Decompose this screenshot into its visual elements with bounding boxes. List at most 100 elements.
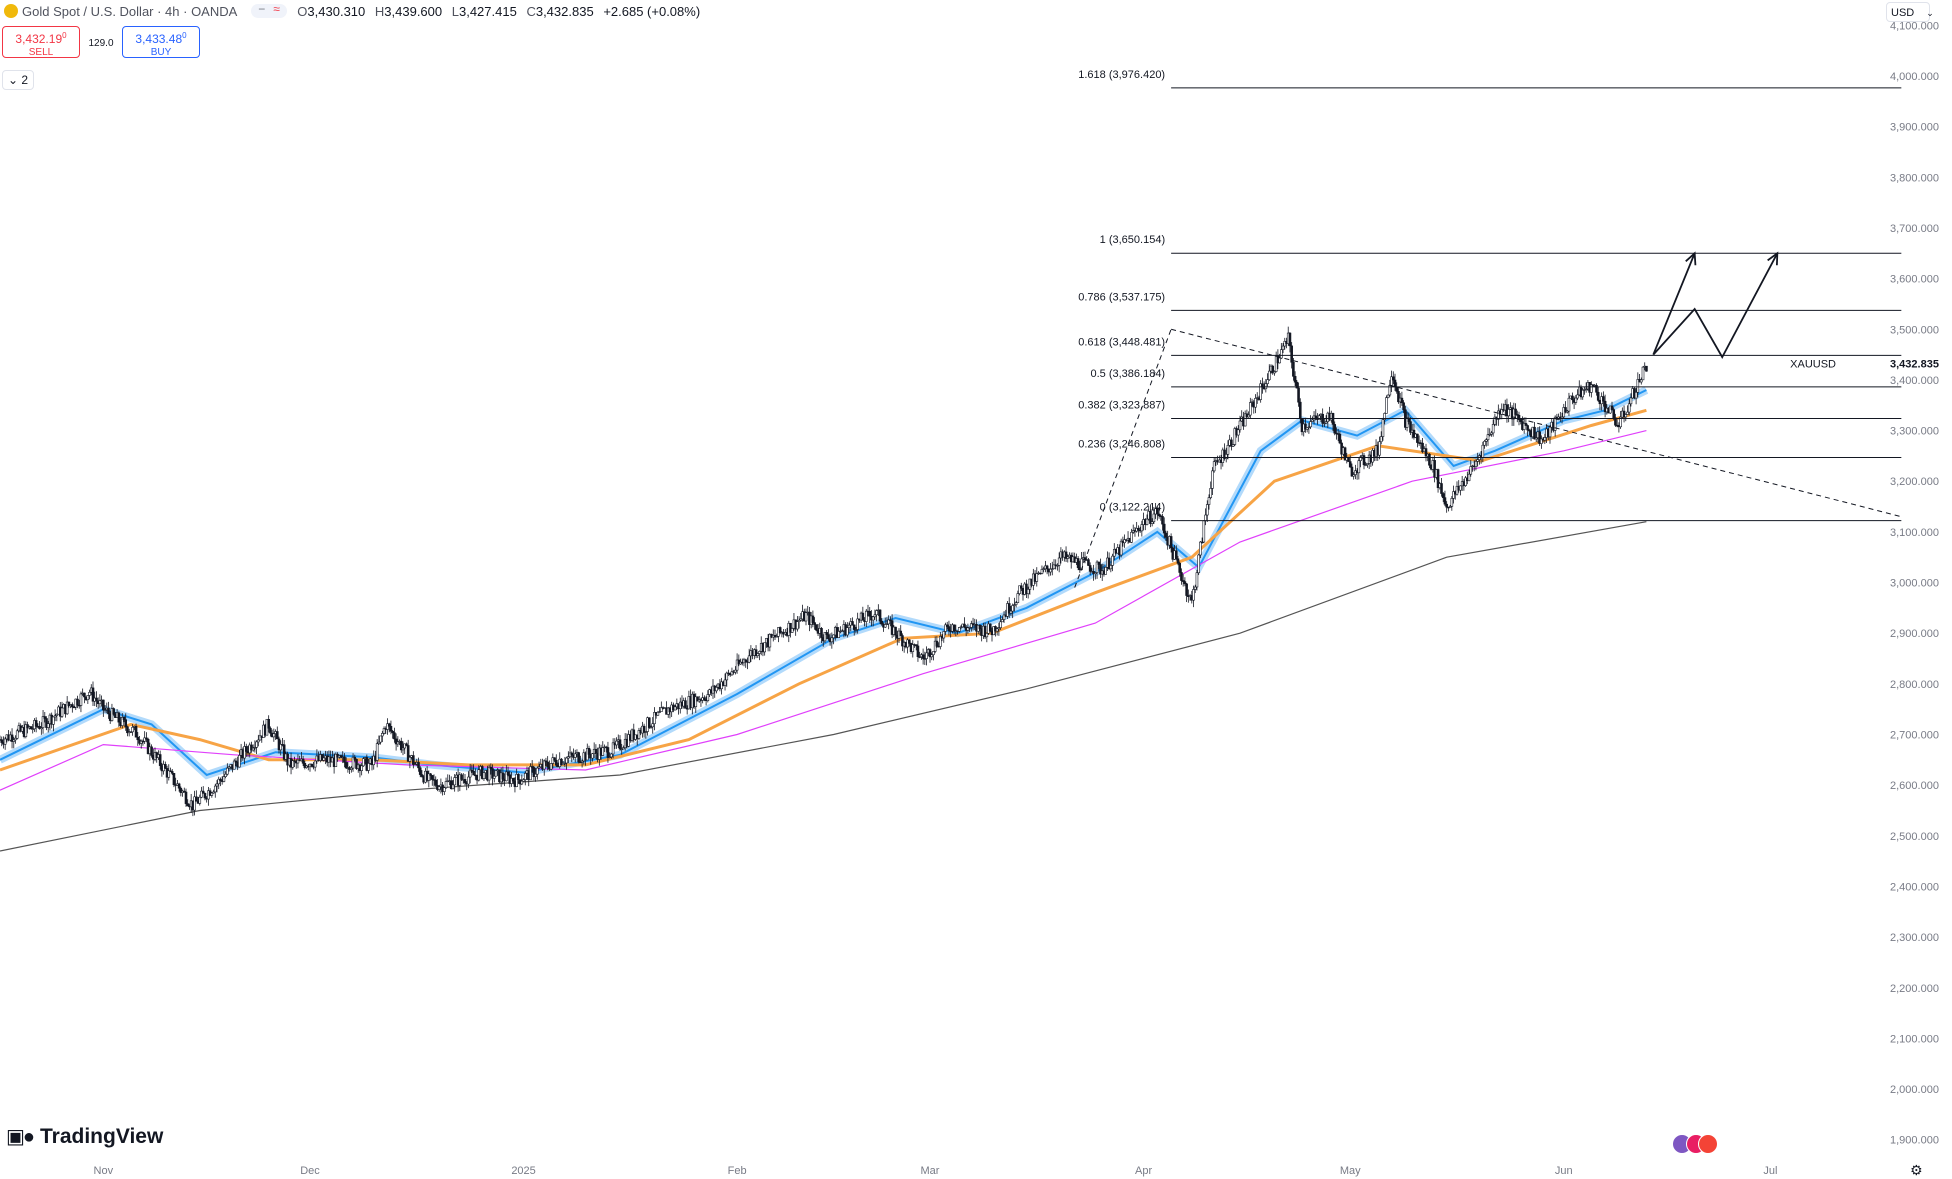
candle-body	[1311, 419, 1314, 422]
candle	[379, 735, 382, 745]
candle-body	[856, 618, 859, 630]
candle	[207, 786, 210, 806]
candle	[303, 760, 307, 770]
candle	[963, 617, 966, 629]
us-flag-icon-2[interactable]	[1698, 1134, 1718, 1154]
candle-body	[394, 738, 398, 745]
candle	[468, 763, 472, 784]
candle	[1035, 567, 1039, 587]
candle	[610, 753, 613, 759]
candle	[1224, 447, 1228, 463]
candle-body	[1467, 473, 1471, 482]
currency-unit-selector[interactable]: USD ⌄	[1886, 2, 1934, 22]
candle-body	[238, 755, 241, 768]
candle-body	[1007, 603, 1011, 614]
candle-body	[143, 737, 146, 742]
candle-body	[251, 747, 255, 751]
candle	[52, 716, 55, 732]
candle-body	[1233, 428, 1237, 445]
candle-body	[203, 793, 207, 799]
candle-body	[618, 739, 622, 750]
buy-button[interactable]: 3,433.480 BUY	[122, 26, 200, 58]
sell-button[interactable]: 3,432.190 SELL	[2, 26, 80, 58]
chart-header: Gold Spot / U.S. Dollar · 4h · OANDA O3,…	[4, 2, 706, 20]
candle-body	[797, 619, 801, 622]
candle	[1409, 417, 1412, 436]
candle	[515, 768, 518, 788]
candle	[1064, 546, 1068, 563]
candle-body	[880, 620, 884, 625]
candle	[1610, 401, 1614, 411]
x-tick-label: Jun	[1555, 1165, 1573, 1177]
candle	[520, 774, 524, 786]
candle	[434, 776, 438, 787]
candle-body	[852, 624, 856, 630]
candle	[1440, 478, 1443, 497]
candle-body	[1624, 414, 1628, 418]
candle	[754, 645, 758, 659]
candle	[594, 744, 598, 759]
candle	[150, 744, 153, 758]
symbol-title[interactable]: Gold Spot / U.S. Dollar · 4h · OANDA	[22, 3, 238, 19]
candle-body	[117, 712, 121, 723]
tradingview-logo[interactable]: ▣● TradingView	[6, 1124, 163, 1149]
candle	[551, 753, 555, 769]
candle	[1428, 453, 1431, 468]
candle	[1066, 554, 1070, 563]
candle	[756, 652, 760, 659]
candle-body	[1409, 421, 1412, 433]
candle	[899, 625, 903, 637]
candle	[102, 699, 105, 717]
candle	[420, 770, 424, 778]
y-tick-label: 4,100.000	[1890, 20, 1939, 32]
candle-body	[158, 754, 162, 766]
candle	[1386, 394, 1390, 399]
candle-body	[1202, 520, 1206, 543]
candle	[195, 790, 198, 802]
candle-body	[420, 774, 424, 777]
candle	[1391, 371, 1395, 385]
candle-body	[820, 628, 823, 638]
candle	[145, 732, 148, 743]
candle-body	[1538, 431, 1541, 444]
candle-body	[536, 767, 539, 775]
candle-body	[997, 627, 1001, 630]
candle	[968, 626, 971, 632]
candle	[88, 689, 91, 700]
candle-body	[43, 716, 47, 719]
candle	[348, 766, 351, 774]
candle	[928, 648, 932, 663]
candle-body	[1381, 419, 1385, 437]
candle	[563, 756, 567, 768]
candle-body	[224, 773, 227, 777]
candle	[224, 771, 227, 779]
candle	[1156, 506, 1159, 521]
candle	[840, 629, 844, 632]
candle-body	[747, 655, 751, 663]
candle	[1390, 370, 1393, 392]
candle-body	[1099, 564, 1102, 575]
candle	[217, 776, 221, 790]
candle-body	[1519, 419, 1523, 422]
gear-icon[interactable]: ⚙	[1910, 1162, 1923, 1178]
candle	[267, 715, 270, 733]
candle	[773, 629, 777, 640]
candle-body	[1627, 403, 1631, 413]
candle	[391, 729, 394, 739]
candle-body	[88, 691, 91, 696]
candle	[1441, 491, 1445, 503]
candle-body	[875, 610, 878, 616]
candle	[944, 622, 947, 636]
chevron-down-icon: ⌄	[7, 73, 19, 87]
candle-body	[1169, 536, 1173, 549]
candle	[1097, 561, 1101, 570]
candle	[1362, 453, 1366, 470]
candle-body	[851, 621, 854, 626]
events-icons[interactable]	[1672, 1134, 1720, 1154]
candle-body	[29, 726, 33, 730]
indicators-toggle[interactable]: ⌄ 2	[2, 70, 34, 90]
candle	[1014, 601, 1018, 608]
candle-body	[658, 711, 661, 713]
market-status-icon[interactable]	[251, 2, 288, 18]
